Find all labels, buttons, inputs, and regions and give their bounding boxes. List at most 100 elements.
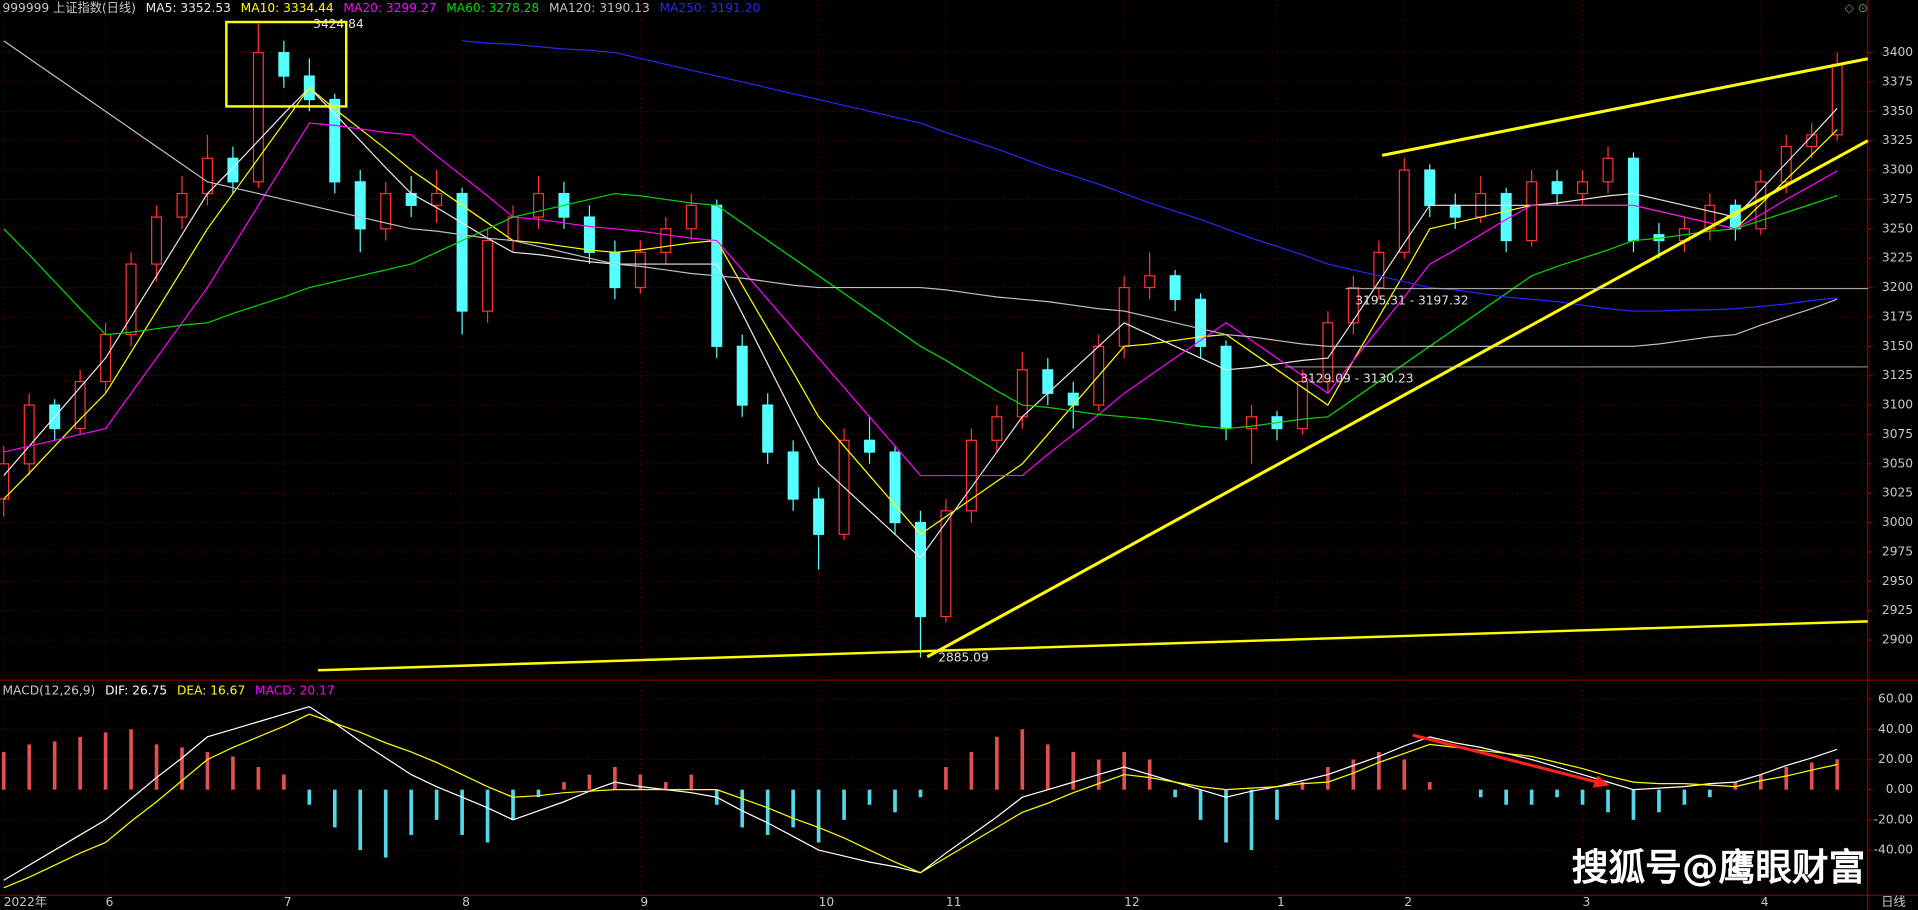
x-tick-label: 2 xyxy=(1404,895,1412,909)
macd-bar xyxy=(1478,789,1483,798)
macd-bar xyxy=(1733,782,1738,790)
macd-bar xyxy=(180,747,184,790)
macd-bar xyxy=(995,736,999,790)
series-line xyxy=(3,192,1838,430)
x-tick-label: 7 xyxy=(284,895,292,909)
macd-bar xyxy=(1377,751,1381,790)
macd-bar xyxy=(1580,789,1585,805)
legend-entry: MA20: 3299.27 xyxy=(343,1,436,15)
macd-bar xyxy=(1249,789,1254,851)
macd-bar xyxy=(893,789,897,813)
candle-body xyxy=(201,157,213,195)
candle-body xyxy=(456,192,468,312)
macd-bar xyxy=(282,774,286,790)
candle-body xyxy=(1347,286,1359,324)
candle-body xyxy=(23,404,35,465)
annotation: 3129.09 - 3130.23 xyxy=(1300,372,1413,386)
candle-body xyxy=(354,181,366,230)
candle-body xyxy=(329,98,341,183)
legend-entry: MA10: 3334.44 xyxy=(241,1,334,15)
candle-body xyxy=(1398,169,1410,253)
macd-bar xyxy=(638,774,643,790)
candle-body xyxy=(278,51,290,77)
candle-body xyxy=(482,239,494,312)
macd-bar xyxy=(1045,744,1050,790)
macd-bar xyxy=(842,789,846,820)
candle-body xyxy=(1195,298,1207,347)
legend-entry: DEA: 16.67 xyxy=(177,684,245,698)
y-tick-label: 3275 xyxy=(1882,192,1913,206)
macd-bar xyxy=(1071,751,1076,790)
candle-body xyxy=(736,345,748,406)
macd-bar xyxy=(1758,774,1763,790)
candle-body xyxy=(1577,181,1589,195)
macd-bar xyxy=(1224,789,1228,843)
macd-bar xyxy=(1198,789,1203,820)
y-tick-label: 3350 xyxy=(1882,104,1913,118)
macd-bar xyxy=(816,789,821,843)
candle-body xyxy=(1551,181,1563,195)
macd-bar xyxy=(103,732,108,790)
settings-icon[interactable]: ◇ ⊙ xyxy=(1845,1,1869,15)
candle-body xyxy=(991,416,1003,441)
candle-body xyxy=(151,216,163,265)
panel-title: 999999 上证指数(日线) xyxy=(3,0,136,15)
macd-bar xyxy=(434,789,439,820)
macd-bar xyxy=(511,789,515,820)
y-tick-label: 3100 xyxy=(1882,398,1913,412)
candle-body xyxy=(1424,169,1436,206)
macd-bar xyxy=(1835,759,1840,790)
macd-bar xyxy=(27,744,32,790)
macd-bar xyxy=(1300,782,1305,790)
y-tick-label: 3300 xyxy=(1882,163,1913,177)
candle-body xyxy=(634,251,646,289)
x-tick-label: 3 xyxy=(1583,895,1591,909)
candle-body xyxy=(507,216,519,242)
macd-bar xyxy=(1351,759,1356,790)
candle-body xyxy=(1831,63,1843,136)
candle-body xyxy=(864,439,876,453)
trend-line xyxy=(318,620,1868,672)
macd-bar xyxy=(689,774,694,790)
candle-body xyxy=(532,192,545,218)
y-tick-label: 0.00 xyxy=(1886,782,1913,796)
macd-bar xyxy=(307,789,312,805)
macd-bar xyxy=(613,767,617,790)
macd-bar xyxy=(918,789,923,798)
candle-body xyxy=(1118,286,1130,347)
macd-bar xyxy=(536,789,541,798)
candle-body xyxy=(1246,416,1258,430)
macd-bar xyxy=(1682,789,1687,805)
candle-body xyxy=(685,204,697,230)
legend-entry: MA120: 3190.13 xyxy=(549,1,650,15)
y-tick-label: 40.00 xyxy=(1878,722,1913,736)
x-tick-label: 9 xyxy=(640,895,648,909)
y-tick-label: 3150 xyxy=(1882,339,1913,353)
candle-body xyxy=(0,463,10,500)
macd-bar xyxy=(1275,789,1279,820)
y-tick-label: 2975 xyxy=(1882,544,1913,558)
macd-bar xyxy=(358,789,363,851)
candle-body xyxy=(583,216,595,253)
candle-body xyxy=(787,451,799,500)
y-tick-label: 3175 xyxy=(1882,309,1913,323)
series-line xyxy=(3,40,1838,347)
macd-bar xyxy=(409,789,414,835)
macd-bar xyxy=(383,789,388,858)
y-tick-label: -40.00 xyxy=(1874,843,1913,857)
y-tick-label: 3125 xyxy=(1882,368,1913,382)
candle-body xyxy=(1373,251,1385,289)
macd-bar xyxy=(740,789,745,828)
x-tick-label: 4 xyxy=(1761,895,1769,909)
y-tick-label: 3400 xyxy=(1882,45,1913,59)
candle-body xyxy=(940,510,952,618)
annotation: 3424.84 xyxy=(313,17,364,31)
y-tick-label: 2950 xyxy=(1882,574,1913,588)
candle-body xyxy=(1627,157,1639,242)
candle-body xyxy=(1296,380,1308,430)
